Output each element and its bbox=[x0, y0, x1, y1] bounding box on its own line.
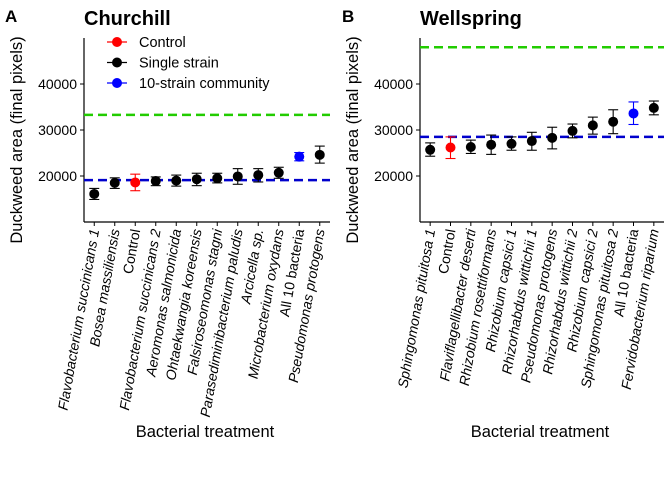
legend-key-point bbox=[112, 78, 122, 88]
legend-key-point bbox=[112, 57, 122, 68]
data-point bbox=[150, 176, 161, 187]
data-point bbox=[506, 138, 517, 149]
x-axis-title: Bacterial treatment bbox=[136, 423, 275, 441]
data-point bbox=[232, 171, 243, 182]
data-point bbox=[445, 142, 456, 153]
panel-tag: B bbox=[342, 7, 354, 26]
data-point bbox=[587, 120, 598, 131]
y-tick-label: 40000 bbox=[38, 76, 77, 92]
data-point bbox=[130, 177, 141, 188]
data-point bbox=[273, 167, 284, 178]
data-point bbox=[628, 108, 639, 119]
x-tick-label: Control bbox=[435, 228, 459, 275]
legend-label: 10-strain community bbox=[139, 76, 270, 92]
legend-label: Control bbox=[139, 35, 186, 51]
data-point bbox=[191, 174, 202, 185]
data-point bbox=[294, 151, 305, 162]
data-point bbox=[425, 144, 436, 155]
data-point bbox=[486, 139, 497, 150]
data-point bbox=[567, 125, 578, 136]
legend-label: Single strain bbox=[139, 56, 219, 72]
y-tick-label: 20000 bbox=[38, 168, 77, 184]
panel-tag: A bbox=[5, 7, 17, 26]
y-tick-label: 30000 bbox=[374, 122, 413, 138]
y-tick-label: 30000 bbox=[38, 122, 77, 138]
data-point bbox=[212, 173, 223, 184]
x-axis-title: Bacterial treatment bbox=[471, 423, 610, 441]
legend-key-point bbox=[112, 37, 122, 47]
y-tick-label: 40000 bbox=[374, 76, 413, 92]
y-axis-title: Duckweed area (final pixels) bbox=[344, 36, 362, 243]
data-point bbox=[465, 142, 476, 153]
x-tick-label: Control bbox=[120, 228, 144, 275]
data-point bbox=[253, 170, 264, 181]
data-point bbox=[109, 177, 120, 188]
data-point bbox=[547, 132, 558, 143]
y-axis-title: Duckweed area (final pixels) bbox=[8, 36, 26, 243]
data-point bbox=[608, 116, 619, 127]
panel-title: Churchill bbox=[84, 8, 171, 30]
data-point bbox=[314, 149, 325, 160]
data-point bbox=[526, 136, 537, 147]
data-point bbox=[648, 102, 659, 113]
data-point bbox=[171, 175, 182, 186]
y-tick-label: 20000 bbox=[374, 168, 413, 184]
data-point bbox=[89, 188, 100, 199]
panel-title: Wellspring bbox=[420, 8, 522, 30]
